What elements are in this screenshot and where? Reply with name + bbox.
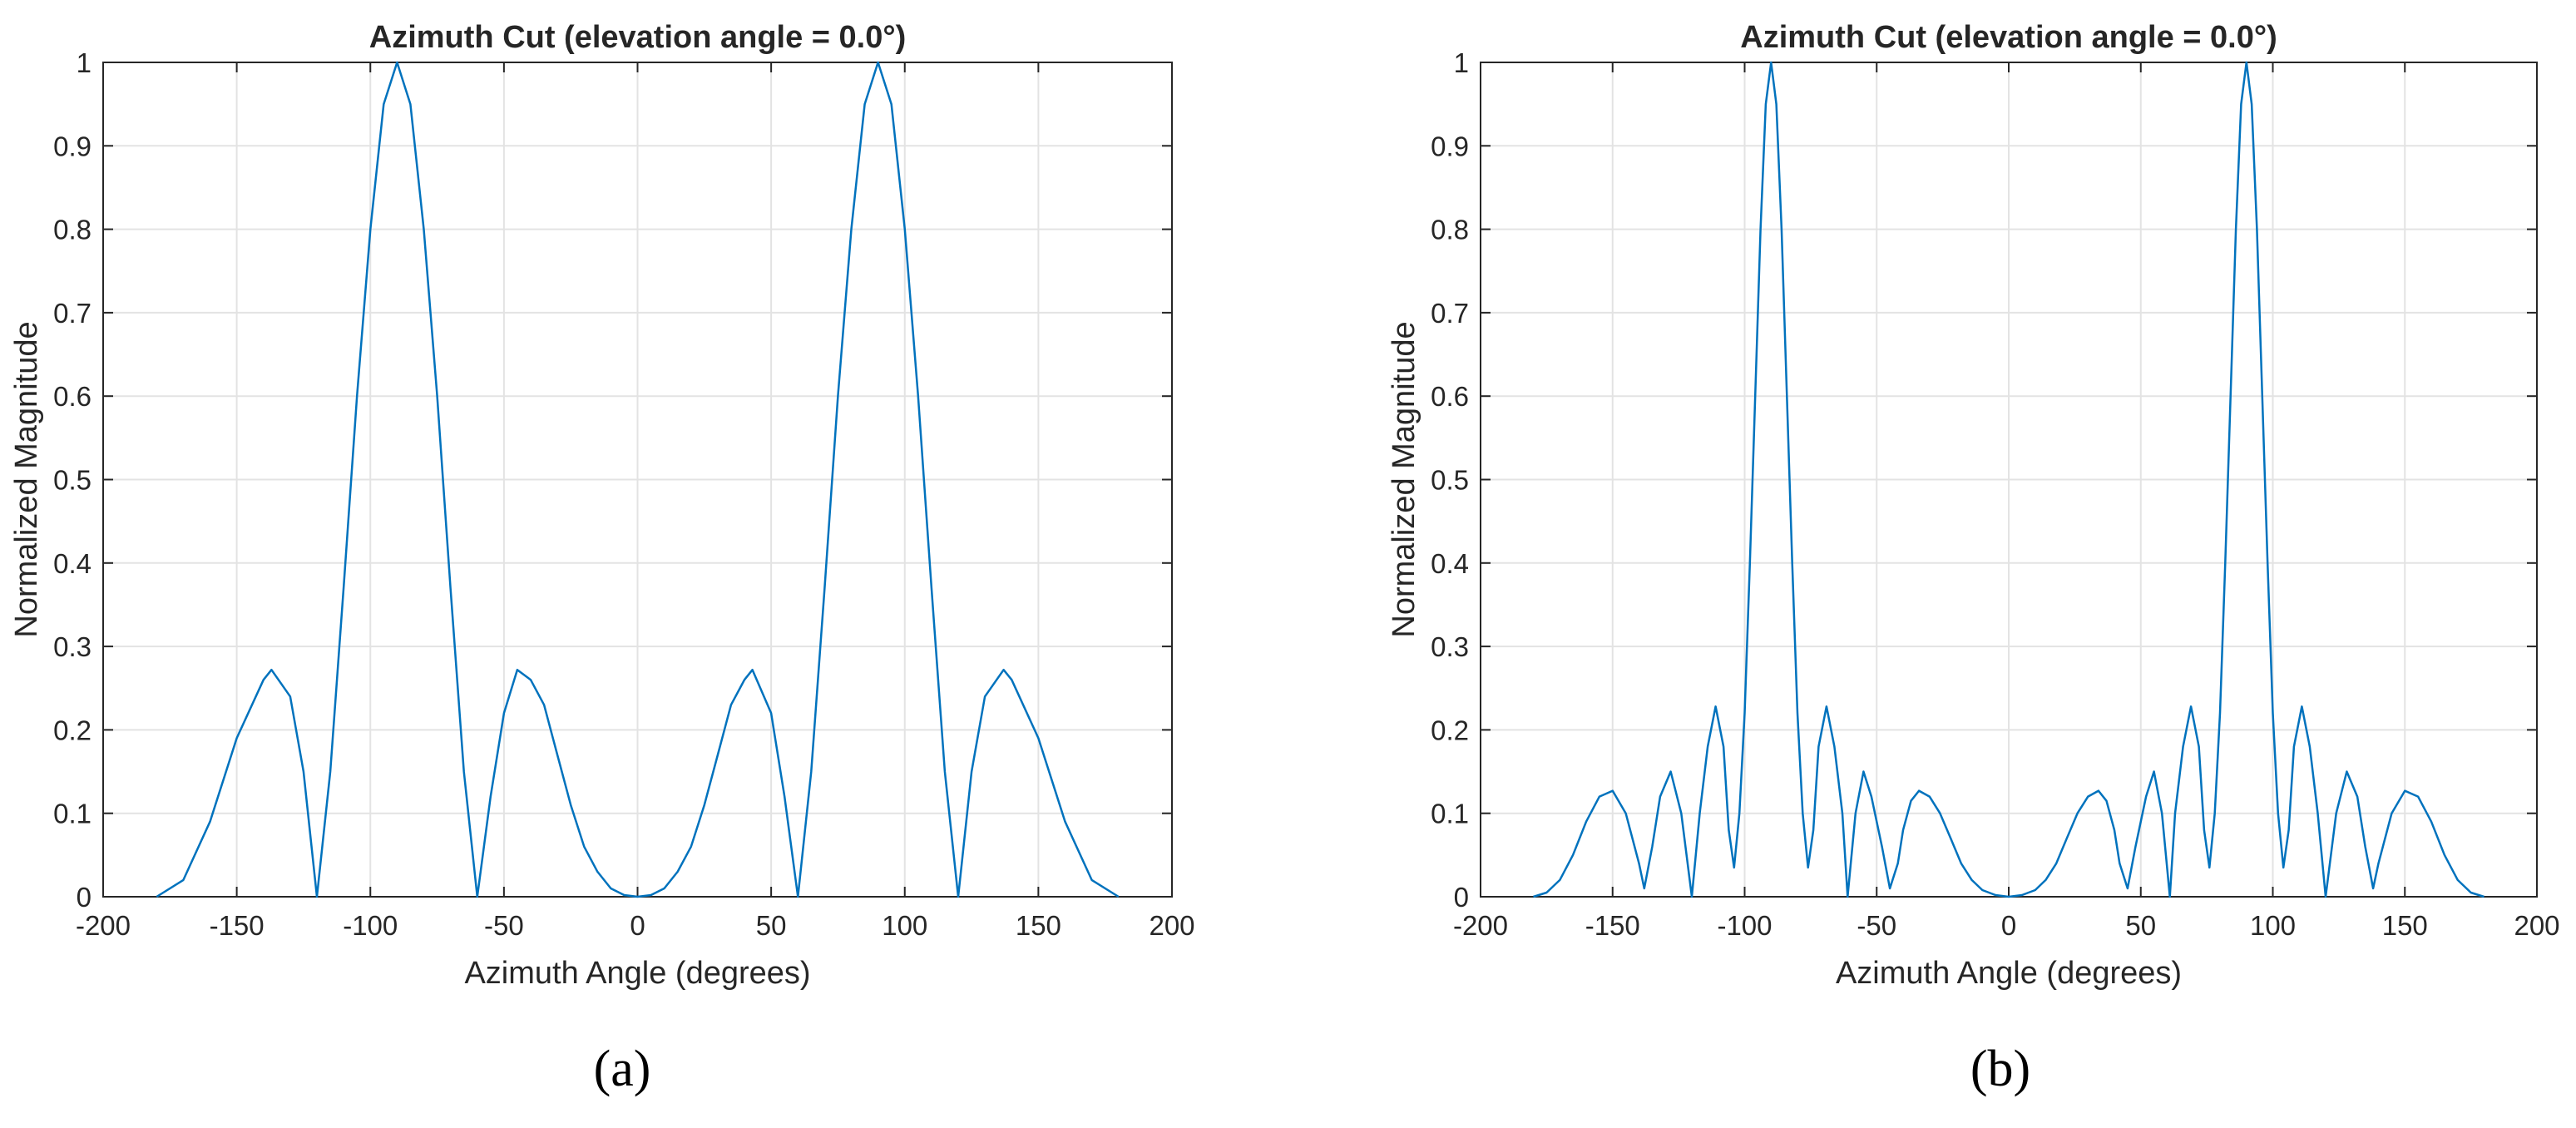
y-tick-label: 0.1 <box>53 799 91 829</box>
y-tick-label: 0.5 <box>53 465 91 496</box>
y-axis-label: Normalized Magnitude <box>1387 321 1421 637</box>
x-tick-label: 100 <box>882 910 927 941</box>
chart-panel-a: -200 -150 -100 -50 0 50 100 150 200 0 0.1 0.2 0.3 0.4… <box>9 20 1195 1097</box>
chart-title: Azimuth Cut (elevation angle = 0.0°) <box>369 20 906 55</box>
x-tick-label: -100 <box>343 910 398 941</box>
y-tick-label: 0.4 <box>53 548 91 579</box>
y-tick-label: 0.6 <box>1431 381 1469 412</box>
y-tick-label: 1 <box>1454 47 1469 78</box>
x-tick-label: 200 <box>2514 910 2559 941</box>
x-tick-label: -200 <box>76 910 131 941</box>
x-tick-label: 0 <box>630 910 645 941</box>
y-tick-label: 0 <box>77 882 91 913</box>
x-tick-label: -200 <box>1453 910 1508 941</box>
x-tick-label: -50 <box>484 910 524 941</box>
x-tick-label: 100 <box>2250 910 2296 941</box>
y-tick-label: 0.8 <box>53 215 91 245</box>
x-axis-label: Azimuth Angle (degrees) <box>1836 956 2182 991</box>
y-tick-label: 0.9 <box>53 131 91 161</box>
y-tick-label: 0 <box>1454 882 1469 913</box>
y-tick-label: 0.3 <box>1431 631 1469 662</box>
y-tick-label: 0.3 <box>53 631 91 662</box>
chart-title: Azimuth Cut (elevation angle = 0.0°) <box>1740 20 2277 55</box>
x-axis-label: Azimuth Angle (degrees) <box>464 956 810 991</box>
y-tick-label: 0.5 <box>1431 465 1469 496</box>
y-tick-label: 0.9 <box>1431 131 1469 161</box>
y-tick-label: 0.1 <box>1431 799 1469 829</box>
y-tick-label: 0.6 <box>53 381 91 412</box>
y-tick-label: 0.8 <box>1431 215 1469 245</box>
x-tick-label: 150 <box>2382 910 2428 941</box>
x-tick-label: 50 <box>756 910 787 941</box>
x-tick-label: 0 <box>2001 910 2016 941</box>
chart-panel-b: -200 -150 -100 -50 0 50 100 150 200 0 0.1 0.2 0.3 0.4… <box>1387 20 2560 1097</box>
series-line <box>156 61 1120 898</box>
panel-caption: (a) <box>594 1041 651 1097</box>
y-tick-label: 0.2 <box>1431 715 1469 745</box>
x-tick-label: -50 <box>1857 910 1896 941</box>
x-tick-label: 150 <box>1016 910 1061 941</box>
x-tick-label: -100 <box>1717 910 1772 941</box>
series-line <box>1533 61 2485 898</box>
y-tick-label: 0.4 <box>1431 548 1469 579</box>
y-tick-label: 0.7 <box>53 298 91 329</box>
x-tick-label: -150 <box>1585 910 1640 941</box>
y-tick-label: 0.2 <box>53 715 91 745</box>
x-tick-label: 50 <box>2125 910 2156 941</box>
x-tick-label: 200 <box>1149 910 1194 941</box>
panel-caption: (b) <box>1970 1041 2030 1097</box>
y-tick-label: 0.7 <box>1431 298 1469 329</box>
y-tick-label: 1 <box>77 47 91 78</box>
y-axis-label: Normalized Magnitude <box>9 321 44 637</box>
x-tick-label: -150 <box>210 910 265 941</box>
